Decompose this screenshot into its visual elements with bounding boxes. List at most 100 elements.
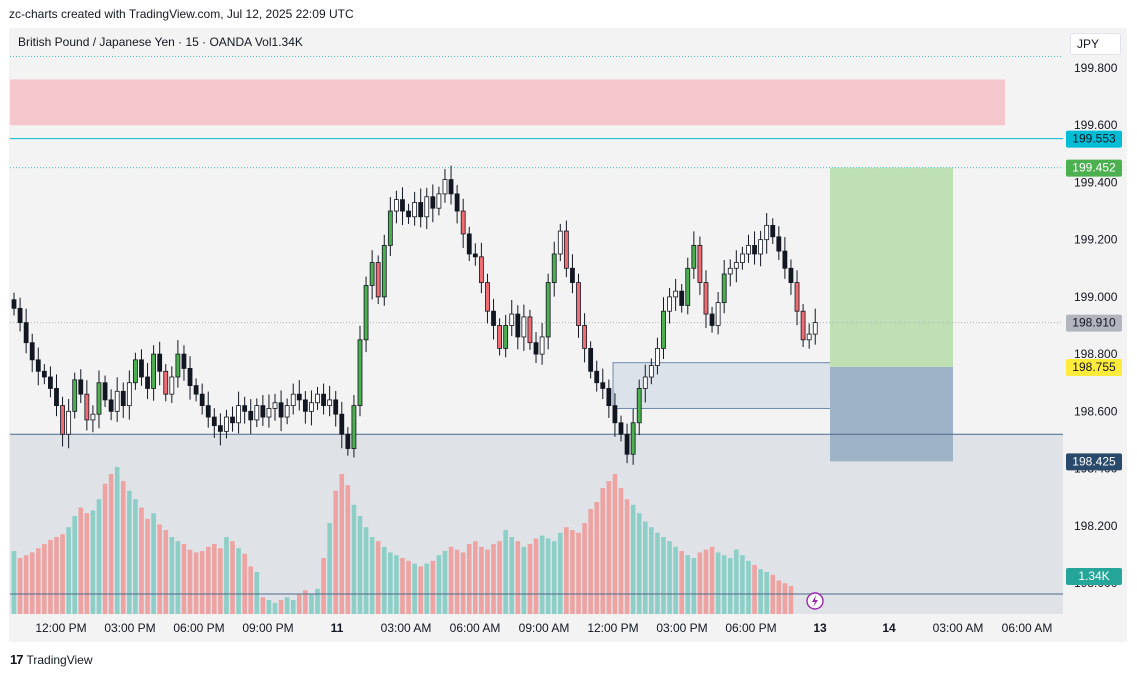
candle-body <box>636 388 642 424</box>
volume-bar <box>254 572 260 614</box>
candle-body <box>211 416 217 427</box>
zone-supply[interactable] <box>10 79 1005 126</box>
candle-body <box>284 405 290 418</box>
candle-body <box>661 310 666 349</box>
candle-body <box>181 353 187 369</box>
candle-body <box>685 267 691 306</box>
candle-body <box>278 402 284 418</box>
candle-body <box>648 365 654 378</box>
candle-body <box>169 376 175 395</box>
price-label-badge <box>1066 130 1122 148</box>
candle-body <box>521 316 527 338</box>
candle-body <box>582 325 587 349</box>
candle-body <box>600 382 606 389</box>
price-tick-label: 199.400 <box>1074 175 1118 189</box>
volume-bar <box>758 569 763 614</box>
volume-bar <box>333 490 339 614</box>
price-label-text: 198.755 <box>1072 360 1116 374</box>
volume-bar <box>388 552 393 614</box>
time-tick-label: 06:00 AM <box>450 621 501 635</box>
volume-bar <box>703 549 709 614</box>
price-label-text: 199.452 <box>1072 161 1116 175</box>
candle-body <box>406 210 411 218</box>
candle-body <box>345 433 351 449</box>
time-tick-label: 11 <box>331 621 344 635</box>
volume-bar <box>212 544 217 614</box>
alert-lightning-icon[interactable] <box>806 592 824 610</box>
candle-body <box>460 210 466 235</box>
volume-bar <box>612 474 618 614</box>
candle-body <box>132 359 138 384</box>
candle-body <box>84 393 90 421</box>
candle-body <box>618 422 624 435</box>
volume-bar <box>29 552 35 614</box>
volume-bar <box>133 499 138 614</box>
volume-bar <box>551 541 557 614</box>
candle-body <box>90 413 96 421</box>
symbol-legend[interactable]: British Pound / Japanese Yen · 15 · OAND… <box>18 35 303 49</box>
volume-bar <box>127 490 132 614</box>
candle-body <box>260 405 266 418</box>
candle-body <box>806 333 812 341</box>
volume-bar <box>272 602 278 614</box>
candle-body <box>782 250 788 269</box>
candle-body <box>515 313 521 338</box>
volume-bar <box>369 537 375 614</box>
volume-bar <box>266 600 272 614</box>
volume-bar <box>588 509 593 614</box>
volume-bar <box>564 527 569 614</box>
volume-bar <box>375 541 381 614</box>
volume-bar <box>84 513 90 614</box>
volume-bar <box>466 544 472 614</box>
volume-bar <box>715 552 721 614</box>
volume-bar <box>284 597 290 614</box>
volume-bar <box>479 546 484 614</box>
volume-bar <box>406 560 411 614</box>
candle-body <box>66 410 72 435</box>
candle-body <box>703 282 709 315</box>
currency-button[interactable]: JPY <box>1070 33 1121 55</box>
candle-body <box>126 382 132 407</box>
candle-body <box>315 393 320 404</box>
volume-bar <box>527 544 533 614</box>
candle-body <box>612 405 618 424</box>
volume-bar <box>48 539 53 614</box>
price-label-badge <box>1066 358 1122 376</box>
volume-bar <box>327 523 332 614</box>
zone-stop[interactable] <box>830 366 953 462</box>
tradingview-logo[interactable]: 17 TradingView <box>10 652 93 667</box>
volume-bar <box>782 583 788 614</box>
volume-bar <box>661 537 666 614</box>
volume-bar <box>570 530 575 614</box>
chart-watermark: zc-charts created with TradingView.com, … <box>9 7 354 21</box>
tradingview-brand: TradingView <box>26 652 93 667</box>
volume-bar <box>169 537 175 614</box>
volume-bar <box>242 553 247 614</box>
candle-body <box>296 393 302 401</box>
candle-body <box>193 385 199 395</box>
volume-bar <box>418 566 423 614</box>
candle-body <box>41 370 47 378</box>
candle-body <box>145 376 150 389</box>
candle-body <box>642 376 648 389</box>
volume-bar <box>139 507 144 614</box>
candle-body <box>691 244 697 269</box>
candle-body <box>788 267 794 283</box>
volume-bar <box>424 563 430 614</box>
candle-body <box>576 282 581 326</box>
volume-bar <box>321 558 326 614</box>
candle-body <box>655 347 660 366</box>
volume-bar <box>357 516 363 614</box>
volume-bar <box>473 541 478 614</box>
volume-bar <box>193 552 199 614</box>
volume-bar <box>697 552 703 614</box>
volume-bar <box>448 546 454 614</box>
candle-body <box>673 290 679 298</box>
candle-body <box>752 244 757 255</box>
volume-bar <box>630 504 636 614</box>
volume-bar <box>515 541 521 614</box>
zone-target[interactable] <box>830 167 953 367</box>
volume-bar <box>11 551 17 614</box>
volume-bar <box>521 546 527 614</box>
